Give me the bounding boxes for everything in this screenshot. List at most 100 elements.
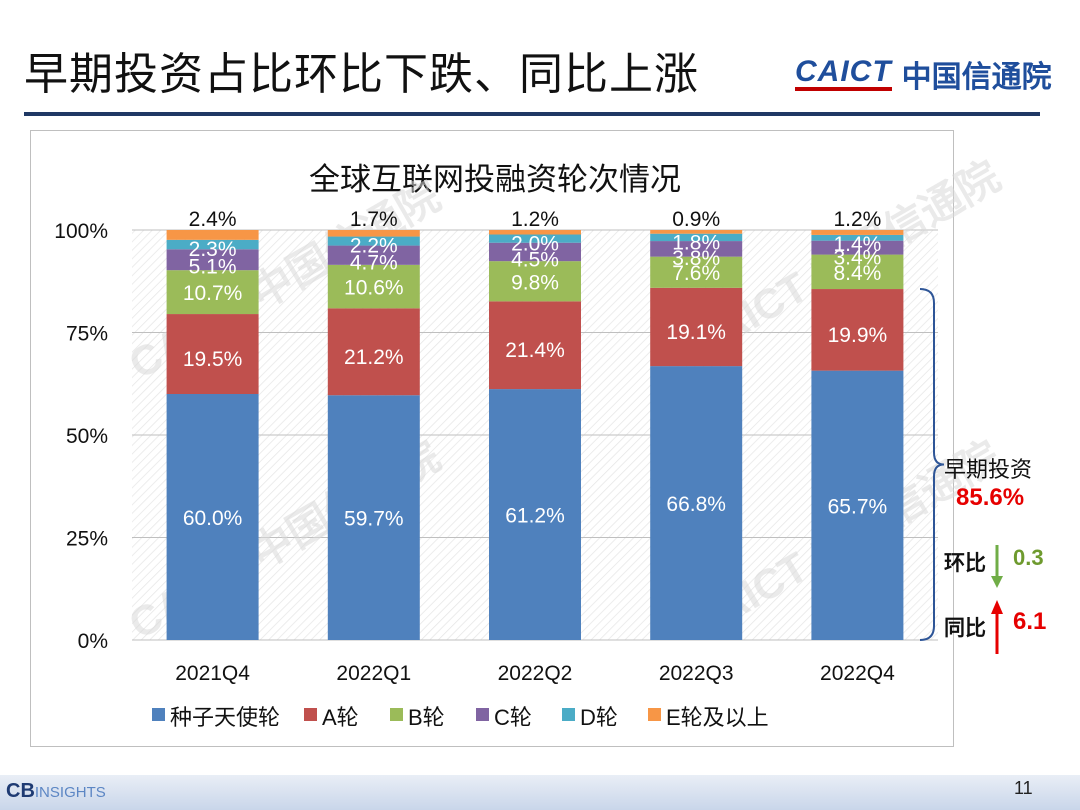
data-label: 59.7% (344, 508, 404, 531)
bar-segment (489, 242, 581, 262)
data-label: 1.2% (833, 208, 881, 231)
bar-segment (327, 395, 420, 640)
data-label: 1.2% (511, 208, 559, 231)
data-label: 19.5% (183, 348, 243, 371)
bar-segment (166, 230, 259, 240)
x-tick-label: 2022Q4 (820, 662, 895, 685)
cb-insights-sub: INSIGHTS (34, 784, 106, 801)
data-label: 2.2% (350, 235, 398, 258)
cb-insights-logo: CBINSIGHTS (6, 780, 106, 802)
x-tick-label: 2021Q4 (175, 662, 250, 685)
data-label: 21.4% (505, 339, 565, 362)
yoy-label: 同比 (944, 617, 986, 640)
data-label: 19.9% (828, 324, 888, 347)
data-label: 60.0% (183, 507, 243, 530)
bar-segment (811, 370, 904, 640)
data-label: 1.7% (350, 208, 398, 231)
bar-segment (166, 270, 259, 315)
legend-swatch (152, 708, 165, 721)
y-tick-label: 25% (66, 528, 108, 551)
bar-segment (811, 289, 904, 371)
qoq-down-arrowhead (991, 576, 1003, 588)
yoy-value: 6.1 (1013, 608, 1047, 635)
bar-segment (327, 230, 420, 237)
x-tick-label: 2022Q1 (336, 662, 411, 685)
caict-logo: CAICT 中国信通院 (795, 52, 1052, 96)
footer-bar (0, 775, 1080, 810)
legend-label: E轮及以上 (666, 705, 769, 730)
legend-swatch (476, 708, 489, 721)
bar-segment (489, 261, 581, 302)
y-tick-label: 100% (54, 220, 108, 243)
bar-segment (811, 240, 904, 255)
data-label: 2.4% (189, 208, 237, 231)
logo-chinese: 中国信通院 (901, 61, 1052, 94)
data-label: 2.3% (189, 238, 237, 261)
y-tick-label: 75% (66, 323, 108, 346)
data-label: 65.7% (828, 495, 888, 518)
bar-segment (489, 301, 581, 390)
data-label: 7.6% (672, 262, 720, 285)
legend-swatch (562, 708, 575, 721)
data-label: 1.4% (833, 233, 881, 256)
data-label: 0.9% (672, 208, 720, 231)
data-label: 21.2% (344, 346, 404, 369)
y-tick-label: 50% (66, 425, 108, 448)
bar-segment (327, 245, 420, 265)
data-label: 19.1% (666, 321, 726, 344)
slide-title: 早期投资占比环比下跌、同比上涨 (24, 50, 699, 99)
bar-segment (811, 230, 904, 235)
legend-swatch (390, 708, 403, 721)
legend-label: B轮 (408, 705, 445, 730)
legend-label: D轮 (580, 705, 618, 730)
bar-segment (489, 234, 581, 243)
legend-swatch (304, 708, 317, 721)
bar-segment (489, 230, 581, 235)
bar-segment (166, 394, 259, 640)
bar-segment (166, 249, 259, 271)
data-label: 5.1% (189, 255, 237, 278)
data-label: 3.4% (833, 247, 881, 270)
bar-segment (650, 230, 743, 234)
title-divider (24, 112, 1040, 116)
chart-title: 全球互联网投融资轮次情况 (309, 162, 681, 197)
legend-label: C轮 (494, 705, 532, 730)
data-label: 8.4% (833, 262, 881, 285)
yoy-up-arrowhead (991, 600, 1003, 614)
bar-segment (650, 241, 743, 257)
data-label: 10.7% (183, 282, 243, 305)
early-investment-label: 早期投资 (944, 457, 1033, 482)
data-label: 9.8% (511, 271, 559, 294)
data-label: 4.5% (511, 249, 559, 272)
bar-segment (811, 234, 904, 241)
legend-swatch (648, 708, 661, 721)
bar-segment (811, 254, 904, 290)
bar-segment (650, 256, 743, 288)
data-label: 4.7% (350, 252, 398, 275)
legend-label: 种子天使轮 (170, 705, 280, 730)
data-label: 2.0% (511, 233, 559, 256)
early-investment-bracket (919, 288, 945, 641)
bar-segment (327, 236, 420, 246)
bar-segment (650, 233, 743, 242)
y-tick-label: 0% (78, 630, 108, 653)
data-label: 1.8% (672, 232, 720, 255)
bar-segment (650, 366, 743, 640)
qoq-value: 0.3 (1013, 545, 1044, 570)
bar-segment (327, 308, 420, 396)
bar-segment (327, 264, 420, 309)
data-label: 66.8% (666, 493, 726, 516)
data-label: 61.2% (505, 505, 565, 528)
qoq-label: 环比 (944, 552, 986, 575)
bar-segment (166, 239, 259, 250)
page-number: 11 (1014, 778, 1033, 798)
data-label: 10.6% (344, 277, 404, 300)
data-label: 3.8% (672, 247, 720, 270)
x-tick-label: 2022Q2 (498, 662, 573, 685)
legend-label: A轮 (322, 705, 359, 730)
logo-english: CAICT (795, 57, 892, 91)
bar-segment (650, 287, 743, 367)
bar-segment (166, 314, 259, 394)
bar-segment (489, 389, 581, 640)
